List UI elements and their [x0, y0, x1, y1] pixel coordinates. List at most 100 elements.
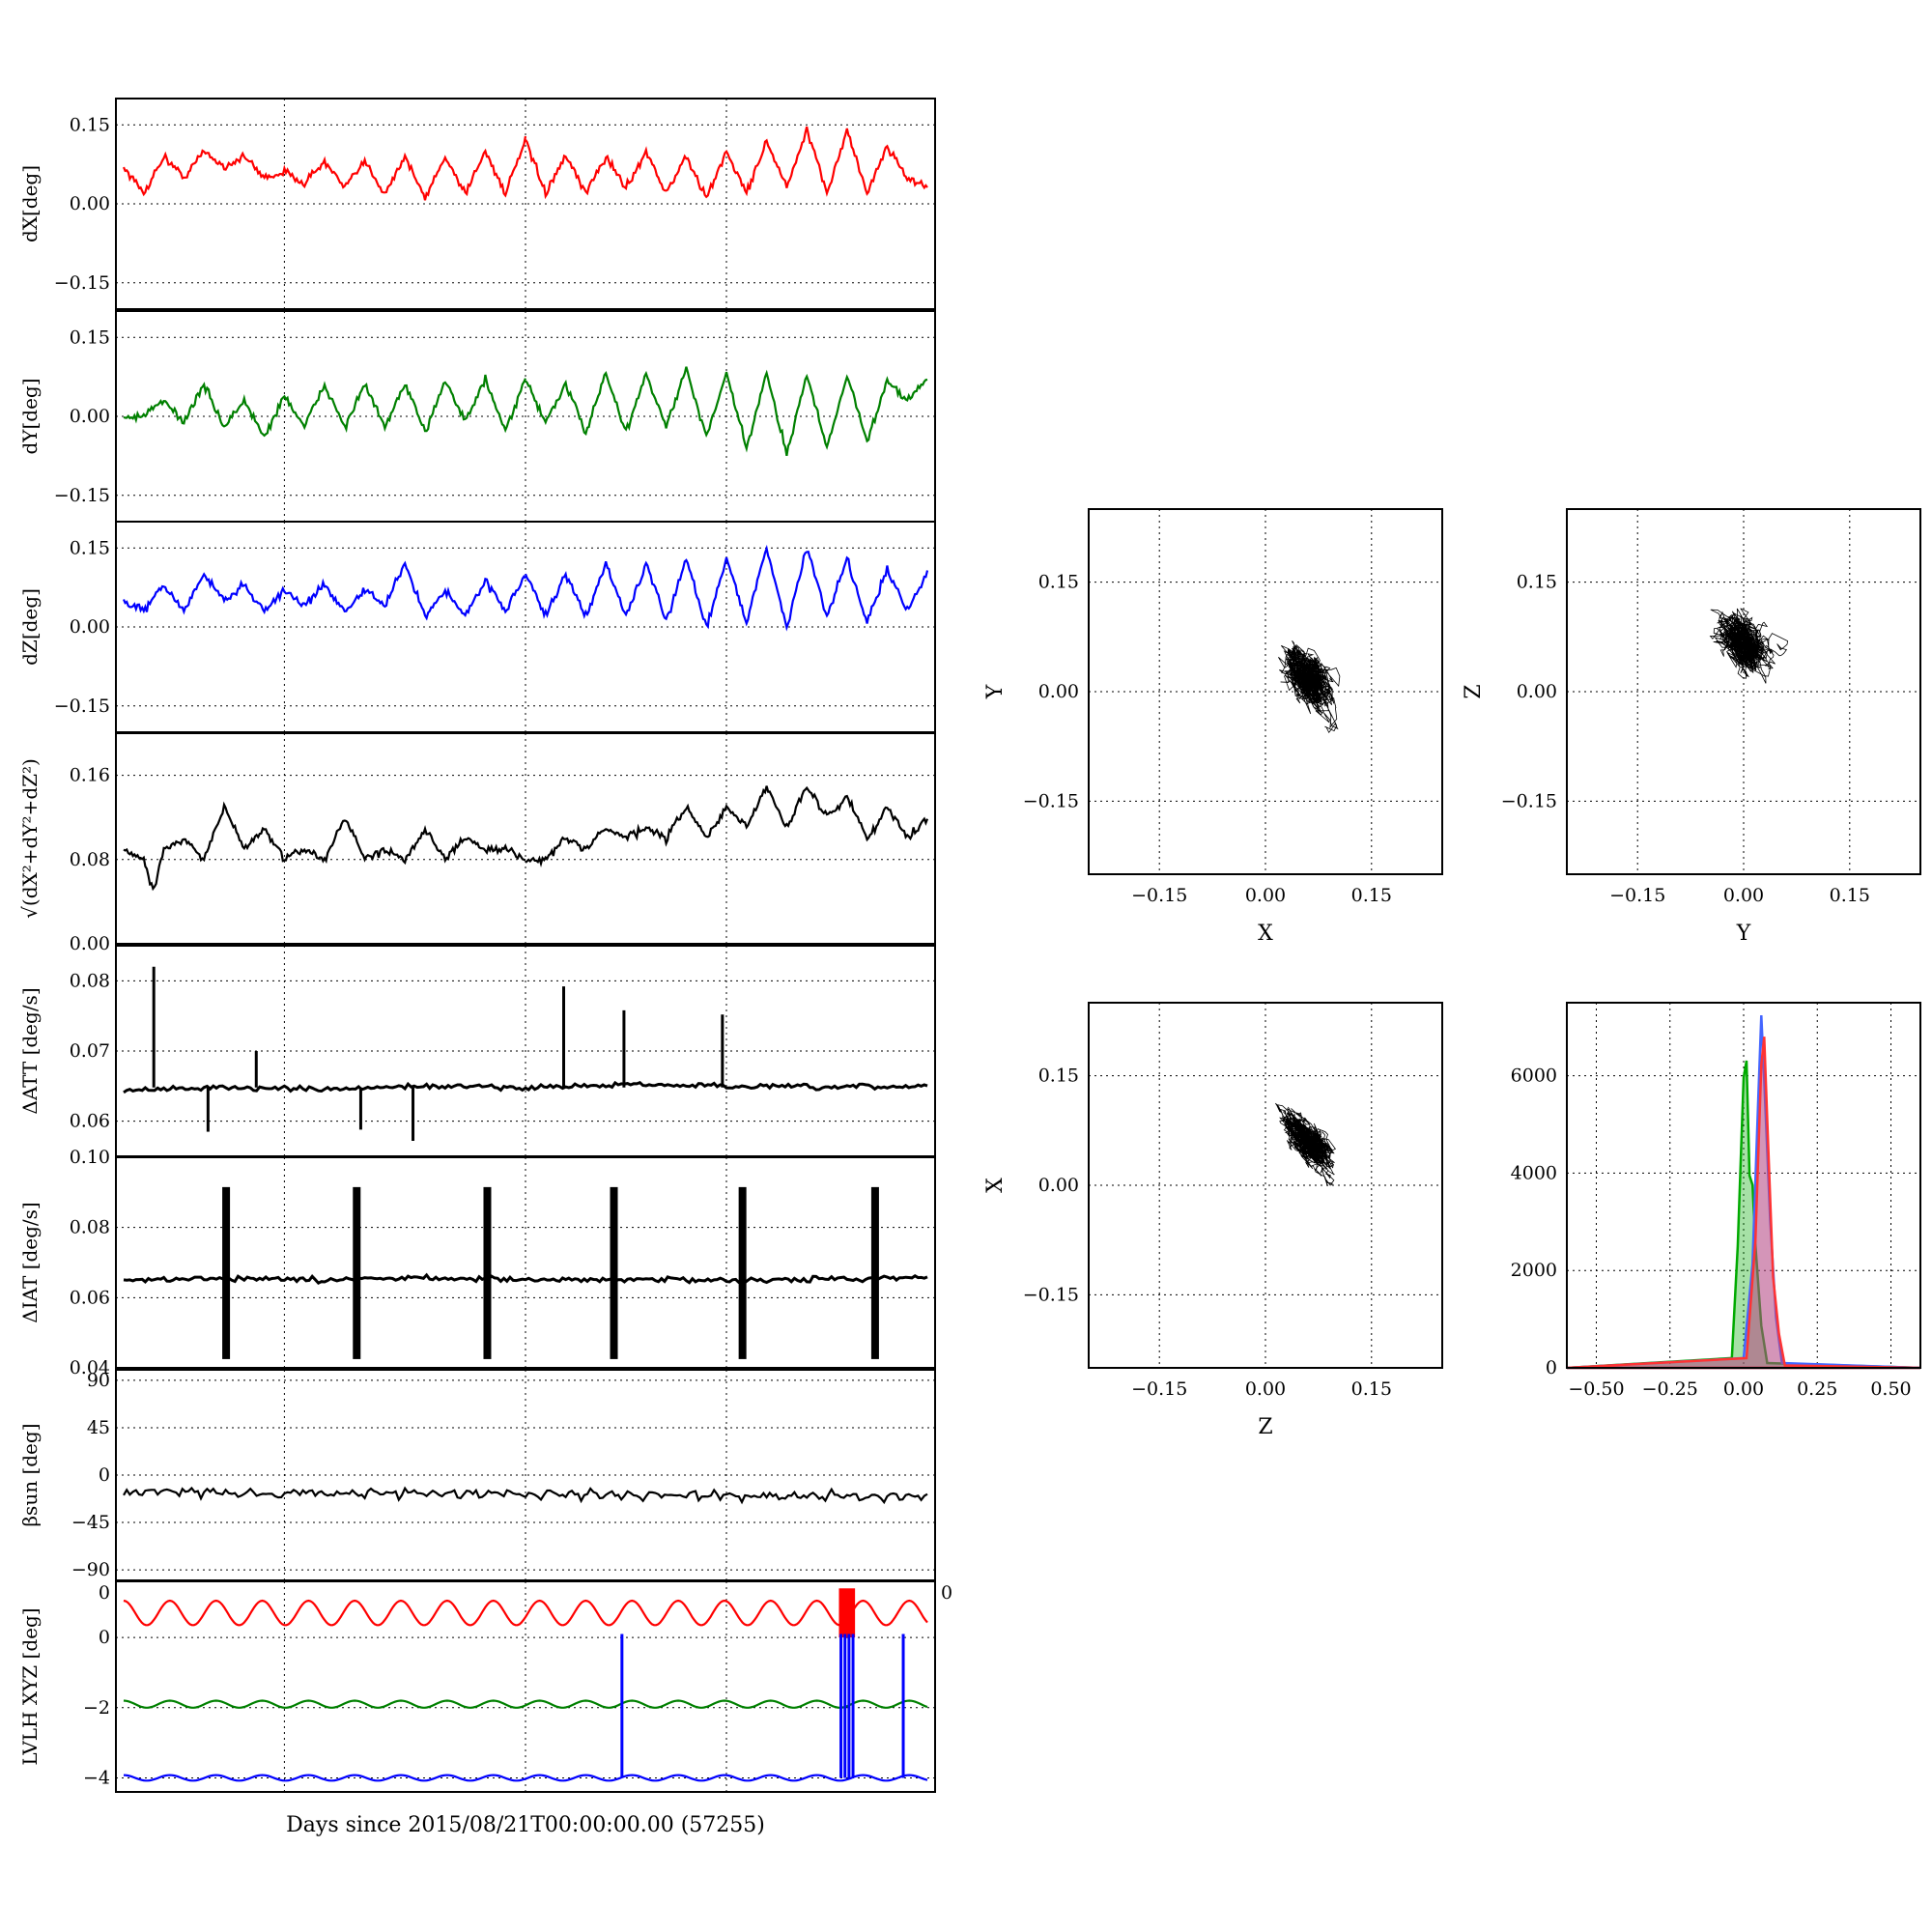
x-tick-label: 0.15	[1351, 885, 1392, 906]
x-axis-label: Z	[1258, 1415, 1272, 1439]
series-line	[524, 544, 929, 632]
panel-frame	[1088, 508, 1443, 875]
burst-mark	[353, 1186, 361, 1359]
y-axis-label: dY[deg]	[18, 378, 42, 454]
y-tick-label: −45	[71, 1512, 110, 1533]
y-tick-label: −2	[83, 1697, 110, 1719]
y-tick-label: 0.15	[1038, 1065, 1079, 1087]
y-tick-label: −0.15	[54, 485, 110, 506]
histogram-series	[1566, 1015, 1921, 1370]
x-tick-label: −0.15	[1131, 1378, 1187, 1400]
scatter-panel-ZX	[1088, 1002, 1443, 1369]
panel-frame	[115, 1156, 936, 1369]
corner-label-left: 0	[99, 1582, 110, 1604]
panel-8	[115, 1580, 936, 1793]
y-tick-label: 0.04	[70, 1357, 110, 1378]
x-tick-label: −0.25	[1642, 1378, 1698, 1400]
series-line	[122, 135, 527, 201]
series-line	[123, 1080, 928, 1094]
corner-label-right: 0	[941, 1582, 952, 1604]
x-tick-label: 0.00	[1723, 885, 1764, 906]
series-line	[123, 1486, 928, 1505]
series-line	[123, 801, 526, 892]
series-line	[525, 785, 929, 867]
panel-frame	[115, 1580, 936, 1793]
y-tick-label: 0.08	[70, 849, 110, 870]
panel-7	[115, 1369, 936, 1581]
x-tick-label: −0.15	[1609, 885, 1665, 906]
y-tick-label: 0.10	[70, 1147, 110, 1168]
x-tick-label: 0.00	[1723, 1378, 1764, 1400]
y-tick-label: 0	[99, 1627, 110, 1648]
y-tick-label: 0.06	[70, 1111, 110, 1132]
panel-3	[115, 521, 936, 733]
panel-6	[115, 1156, 936, 1369]
x-axis-label: X	[1258, 922, 1273, 946]
y-tick-label: −0.15	[54, 272, 110, 294]
panel-frame	[1566, 508, 1921, 875]
y-axis-label: ΔIAT [deg/s]	[18, 1202, 42, 1322]
y-tick-label: 0.00	[1038, 1175, 1079, 1196]
y-tick-label: −90	[71, 1559, 110, 1580]
y-axis-label: Y	[983, 684, 1008, 699]
red-band	[838, 1588, 856, 1638]
y-tick-label: 0.00	[70, 616, 110, 638]
walk-trace	[1275, 1102, 1337, 1186]
scatter-panel-YZ	[1566, 508, 1921, 875]
panel-frame	[115, 98, 936, 310]
x-tick-label: −0.15	[1131, 885, 1187, 906]
scatter-panel-XY	[1088, 508, 1443, 875]
histogram-series	[1566, 1060, 1921, 1370]
y-tick-label: 0	[99, 1464, 110, 1486]
burst-mark	[222, 1186, 231, 1359]
y-axis-label: βsun [deg]	[18, 1424, 42, 1527]
x-tick-label: 0.25	[1797, 1378, 1837, 1400]
panel-frame	[115, 732, 936, 945]
y-tick-label: 0.00	[1517, 681, 1557, 702]
y-tick-label: −0.15	[54, 696, 110, 717]
y-tick-label: −0.15	[1023, 1284, 1079, 1305]
y-tick-label: 0.00	[70, 406, 110, 427]
panel-2	[115, 310, 936, 523]
y-tick-label: 0.15	[70, 114, 110, 135]
series-line	[525, 126, 928, 200]
y-tick-label: 0	[1546, 1357, 1557, 1378]
y-axis-label: ΔATT [deg/s]	[18, 987, 42, 1114]
series-line	[123, 1272, 928, 1286]
series-line	[525, 366, 928, 456]
y-tick-label: 0.15	[1038, 572, 1079, 593]
y-tick-label: 0.07	[70, 1040, 110, 1062]
y-tick-label: 0.08	[70, 970, 110, 991]
y-axis-label: dX[deg]	[18, 165, 42, 242]
panel-4	[115, 732, 936, 945]
series-line	[123, 374, 527, 438]
y-tick-label: 0.06	[70, 1287, 110, 1308]
y-tick-label: −4	[83, 1767, 110, 1788]
x-tick-label: 0.50	[1870, 1378, 1911, 1400]
x-tick-label: 0.00	[1245, 1378, 1286, 1400]
series-line	[123, 1599, 928, 1627]
y-axis-label: √(dX²+dY²+dZ²)	[18, 758, 42, 919]
y-tick-label: 0.00	[1038, 681, 1079, 702]
y-tick-label: −0.15	[1023, 790, 1079, 811]
x-tick-label: 0.15	[1351, 1378, 1392, 1400]
burst-mark	[870, 1186, 879, 1359]
series-line	[123, 1699, 928, 1709]
panel-frame	[1088, 1002, 1443, 1369]
y-tick-label: −0.15	[1501, 790, 1557, 811]
burst-mark	[483, 1186, 492, 1359]
walk-trace	[1709, 608, 1789, 684]
y-tick-label: 0.00	[70, 933, 110, 954]
series-line	[122, 560, 526, 621]
burst-mark	[610, 1186, 618, 1359]
burst-mark	[738, 1186, 747, 1359]
x-axis-label: Y	[1736, 922, 1751, 946]
panel-frame	[1566, 1002, 1921, 1369]
y-axis-label: X	[983, 1178, 1008, 1193]
y-tick-label: 0.00	[70, 193, 110, 214]
panel-1	[115, 98, 936, 310]
series-line	[123, 1774, 928, 1782]
y-tick-label: 2000	[1511, 1260, 1557, 1281]
y-tick-label: 45	[87, 1417, 110, 1438]
